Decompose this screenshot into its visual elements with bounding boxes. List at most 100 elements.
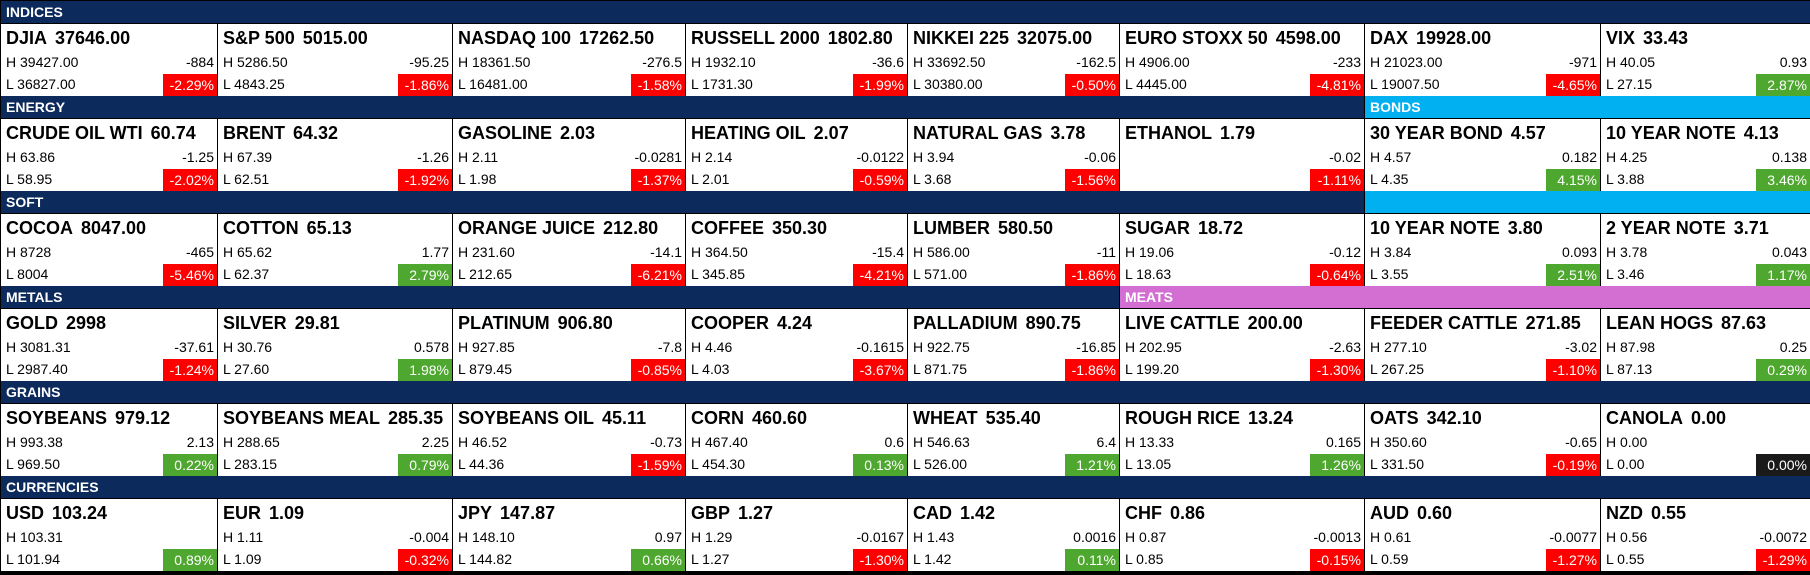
quote-name: NZD [1606,503,1643,523]
quote-tile: 10 YEAR NOTE 3.80 H 3.84 L 3.55 0.093 2.51% [1365,214,1600,286]
quote-title: COFFEE 350.30 [691,218,827,239]
quote-low: L 1.27 [691,551,730,567]
quote-percent: -0.19% [1546,454,1600,476]
quote-price: 19928.00 [1416,28,1492,48]
quote-title: DAX 19928.00 [1370,28,1491,49]
quote-tile: CAD 1.42 H 1.43 L 1.42 0.0016 0.11% [908,499,1119,571]
quote-name: ORANGE JUICE [458,218,596,238]
quote-price: 890.75 [1025,313,1081,333]
quote-high: H 0.00 [1606,434,1648,450]
quote-low: L 345.85 [691,266,745,282]
quote-price: 2.03 [560,123,596,143]
quote-percent: -1.30% [1310,359,1364,381]
quote-change: -16.85 [1076,339,1116,355]
quote-title: OATS 342.10 [1370,408,1482,429]
quote-percent: 0.13% [853,454,907,476]
quote-title: NIKKEI 225 32075.00 [913,28,1092,49]
quote-price: 32075.00 [1017,28,1093,48]
quote-percent: 4.15% [1546,169,1600,191]
section-header: GRAINS [1,381,1810,403]
quote-tile: NIKKEI 225 32075.00 H 33692.50 L 30380.00 -1… [908,24,1119,96]
quote-tile: SOYBEANS MEAL 285.35 H 288.65 L 283.15 2.25 0… [218,404,452,476]
quote-percent: -1.86% [1065,264,1119,286]
quote-percent: -1.30% [853,549,907,571]
quote-percent: 2.87% [1756,74,1810,96]
quote-change: -233 [1332,54,1361,70]
quote-price: 3.71 [1733,218,1769,238]
quote-name: USD [6,503,45,523]
quote-low: L 27.15 [1606,76,1653,92]
quote-high: H 0.87 [1125,529,1167,545]
quote-price: 45.11 [602,408,647,428]
quote-price: 1.79 [1220,123,1256,143]
quote-high: H 922.75 [913,339,970,355]
quote-name: EUR [223,503,262,523]
quote-price: 285.35 [388,408,444,428]
quote-change: -0.1615 [856,339,904,355]
quote-percent: 0.89% [163,549,217,571]
quote-title: CORN 460.60 [691,408,807,429]
quote-title: LIVE CATTLE 200.00 [1125,313,1303,334]
quote-low: L 199.20 [1125,361,1179,377]
quote-name: CHF [1125,503,1162,523]
quote-name: LUMBER [913,218,990,238]
quote-price: 350.30 [772,218,828,238]
quote-title: EURO STOXX 50 4598.00 [1125,28,1341,49]
quote-name: OATS [1370,408,1419,428]
quote-percent: -1.10% [1546,359,1600,381]
quote-percent: 0.11% [1065,549,1119,571]
quote-title: HEATING OIL 2.07 [691,123,849,144]
quote-tile: GOLD 2998 H 3081.31 L 2987.40 -37.61 -1.24% [1,309,217,381]
section-header: BONDS [1365,96,1810,118]
quote-name: 10 YEAR NOTE [1606,123,1736,143]
quote-low: L 2.01 [691,171,730,187]
quote-percent: 1.17% [1756,264,1810,286]
quote-name: S&P 500 [223,28,295,48]
quote-name: PALLADIUM [913,313,1018,333]
quote-title: 2 YEAR NOTE 3.71 [1606,218,1769,239]
quote-percent: -1.11% [1310,169,1364,191]
quote-high: H 0.56 [1606,529,1648,545]
quote-change: -0.0013 [1313,529,1361,545]
quote-change: -0.0281 [634,149,682,165]
quote-price: 33.43 [1643,28,1689,48]
quote-title: NATURAL GAS 3.78 [913,123,1085,144]
quote-low: L 1.98 [458,171,497,187]
quote-low: L 871.75 [913,361,967,377]
quote-title: CRUDE OIL WTI 60.74 [6,123,196,144]
quote-price: 0.86 [1170,503,1206,523]
quote-percent: 1.26% [1310,454,1364,476]
quote-high: H 3.78 [1606,244,1648,260]
quote-low: L 8004 [6,266,49,282]
quote-tile: PALLADIUM 890.75 H 922.75 L 871.75 -16.85 -1.… [908,309,1119,381]
quote-name: COCOA [6,218,73,238]
quote-title: CHF 0.86 [1125,503,1205,524]
quote-price: 147.87 [500,503,556,523]
quote-percent: -0.85% [631,359,685,381]
quote-percent: 0.79% [398,454,452,476]
quote-price: 460.60 [752,408,808,428]
quote-tile: USD 103.24 H 103.31 L 101.94 0.89% [1,499,217,571]
quote-change: 0.165 [1325,434,1361,450]
quote-low: L 36827.00 [6,76,76,92]
quote-low: L 19007.50 [1370,76,1440,92]
quote-low: L 58.95 [6,171,53,187]
quote-change: -2.63 [1329,339,1361,355]
quote-percent: -1.29% [1756,549,1810,571]
section-header: INDICES [1,1,1810,23]
quote-low: L 4843.25 [223,76,285,92]
quote-low: L 101.94 [6,551,60,567]
quote-change: -884 [185,54,214,70]
quote-title: USD 103.24 [6,503,107,524]
quote-change: -14.1 [650,244,682,260]
quote-low: L 879.45 [458,361,512,377]
quote-tile: 30 YEAR BOND 4.57 H 4.57 L 4.35 0.182 4.15% [1365,119,1600,191]
quote-title: RUSSELL 2000 1802.80 [691,28,893,49]
quote-name: RUSSELL 2000 [691,28,820,48]
quote-percent: -2.29% [163,74,217,96]
quote-high: H 148.10 [458,529,515,545]
quote-tile: COTTON 65.13 H 65.62 L 62.37 1.77 2.79% [218,214,452,286]
quote-tile: RUSSELL 2000 1802.80 H 1932.10 L 1731.30 -36… [686,24,907,96]
quote-percent: -1.86% [1065,359,1119,381]
quote-price: 4.57 [1510,123,1546,143]
